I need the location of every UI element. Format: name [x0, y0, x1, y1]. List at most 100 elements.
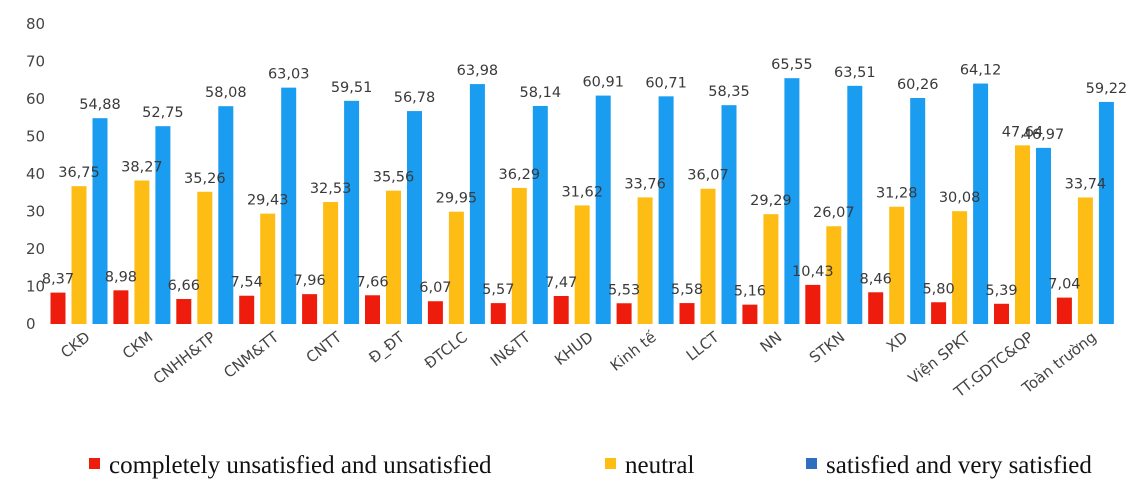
bar-unsatisfied — [50, 292, 66, 324]
bar-unsatisfied — [365, 295, 380, 324]
data-label-unsatisfied: 5,80 — [922, 281, 954, 297]
data-label-satisfied: 65,55 — [771, 57, 813, 73]
bar-satisfied — [658, 96, 674, 325]
bar-unsatisfied — [1056, 297, 1072, 324]
x-category-label: CKM — [119, 328, 156, 363]
bar-unsatisfied — [302, 294, 318, 324]
data-label-unsatisfied: 7,04 — [1048, 277, 1080, 293]
bar-satisfied — [973, 83, 989, 324]
bar-neutral — [700, 188, 716, 324]
bar-satisfied — [847, 85, 863, 325]
data-label-satisfied: 64,12 — [960, 63, 1002, 79]
bar-neutral — [637, 197, 653, 324]
data-label-unsatisfied: 7,54 — [231, 275, 263, 291]
bar-unsatisfied — [805, 284, 821, 324]
bar-satisfied — [784, 78, 800, 324]
bar-unsatisfied — [616, 303, 632, 324]
data-label-unsatisfied: 7,96 — [293, 273, 325, 289]
bar-neutral — [574, 205, 590, 324]
data-label-neutral: 47,64 — [1002, 124, 1044, 140]
bar-satisfied — [218, 106, 234, 324]
data-label-neutral: 29,95 — [436, 191, 478, 207]
bar-satisfied — [595, 95, 611, 325]
data-label-satisfied: 60,26 — [897, 77, 939, 93]
bar-neutral — [134, 180, 150, 324]
data-label-unsatisfied: 8,46 — [860, 271, 892, 287]
bar-neutral — [71, 186, 87, 324]
data-label-unsatisfied: 5,58 — [671, 282, 703, 298]
y-tick-label: 80 — [26, 15, 45, 33]
bar-unsatisfied — [679, 303, 695, 324]
bar-satisfied — [92, 118, 108, 324]
bar-neutral — [448, 211, 464, 324]
legend-label-satisfied: satisfied and very satisfied — [826, 452, 1092, 479]
x-category-label: NN — [757, 328, 786, 356]
bar-neutral — [260, 213, 276, 324]
legend-swatch-neutral — [605, 457, 616, 469]
bar-unsatisfied — [239, 295, 255, 324]
bar-satisfied — [721, 105, 737, 324]
bar-satisfied — [407, 111, 422, 324]
bar-unsatisfied — [742, 304, 758, 324]
y-tick-label: 70 — [26, 53, 45, 71]
grouped-bar-chart: 0 10 20 30 40 50 60 70 80 8,37 36,75 54,88 8,98 38,2… — [26, 15, 1128, 402]
x-category-label: LLCT — [683, 327, 723, 364]
data-label-satisfied: 60,91 — [582, 75, 624, 91]
bar-satisfied — [281, 87, 297, 324]
x-category-label: CKĐ — [57, 328, 93, 362]
data-label-unsatisfied: 5,16 — [734, 284, 766, 300]
data-label-neutral: 33,76 — [624, 176, 666, 192]
bar-unsatisfied — [553, 295, 569, 324]
y-axis: 0 10 20 30 40 50 60 70 80 — [26, 15, 45, 333]
y-tick-label: 0 — [26, 315, 36, 333]
bar-unsatisfied — [931, 302, 947, 324]
bar-satisfied — [344, 100, 360, 325]
bar-unsatisfied — [113, 290, 129, 324]
bar-neutral — [1015, 145, 1030, 324]
data-label-satisfied: 63,03 — [268, 67, 310, 83]
y-tick-label: 60 — [26, 90, 45, 108]
x-category-label: CNTT — [303, 327, 346, 366]
data-label-neutral: 36,29 — [499, 167, 541, 183]
bar-unsatisfied — [868, 292, 884, 324]
bar-satisfied — [469, 84, 485, 324]
data-label-neutral: 35,56 — [373, 170, 415, 186]
y-tick-label: 20 — [26, 240, 45, 258]
bar-neutral — [197, 191, 213, 324]
legend: completely unsatisfied and unsatisfied n… — [0, 452, 1136, 486]
bar-satisfied — [155, 126, 171, 324]
data-label-unsatisfied: 7,66 — [356, 274, 388, 290]
data-label-satisfied: 59,51 — [331, 80, 373, 96]
bar-neutral — [511, 187, 527, 324]
data-label-neutral: 30,08 — [939, 190, 981, 206]
bar-neutral — [826, 226, 842, 324]
data-label-unsatisfied: 5,57 — [482, 282, 514, 298]
data-label-satisfied: 54,88 — [79, 97, 121, 113]
data-label-satisfied: 56,78 — [394, 90, 436, 106]
data-label-neutral: 29,29 — [750, 193, 792, 209]
bar-satisfied — [910, 98, 926, 325]
data-label-neutral: 36,75 — [58, 165, 100, 181]
legend-item-satisfied: satisfied and very satisfied — [806, 452, 1092, 480]
data-label-unsatisfied: 8,98 — [105, 269, 137, 285]
data-label-neutral: 26,07 — [813, 205, 855, 221]
y-tick-label: 40 — [26, 165, 45, 183]
data-label-neutral: 31,62 — [561, 184, 603, 200]
bar-unsatisfied — [427, 301, 443, 324]
legend-label-neutral: neutral — [625, 452, 695, 479]
data-label-satisfied: 58,08 — [205, 85, 247, 101]
data-label-satisfied: 59,22 — [1086, 81, 1128, 97]
data-label-unsatisfied: 5,39 — [985, 283, 1017, 299]
bar-neutral — [1077, 197, 1093, 324]
legend-label-unsatisfied: completely unsatisfied and unsatisfied — [109, 452, 492, 479]
y-tick-label: 30 — [26, 203, 45, 221]
data-label-neutral: 36,07 — [687, 168, 729, 184]
bar-neutral — [889, 206, 905, 324]
data-label-neutral: 29,43 — [247, 193, 289, 209]
x-category-label: KHUD — [551, 328, 596, 369]
bar-neutral — [323, 202, 339, 324]
data-label-satisfied: 58,14 — [520, 85, 562, 101]
data-label-unsatisfied: 8,37 — [42, 272, 74, 288]
data-label-unsatisfied: 7,47 — [545, 275, 577, 291]
